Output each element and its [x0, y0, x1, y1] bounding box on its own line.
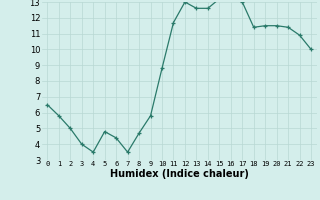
- X-axis label: Humidex (Indice chaleur): Humidex (Indice chaleur): [110, 169, 249, 179]
